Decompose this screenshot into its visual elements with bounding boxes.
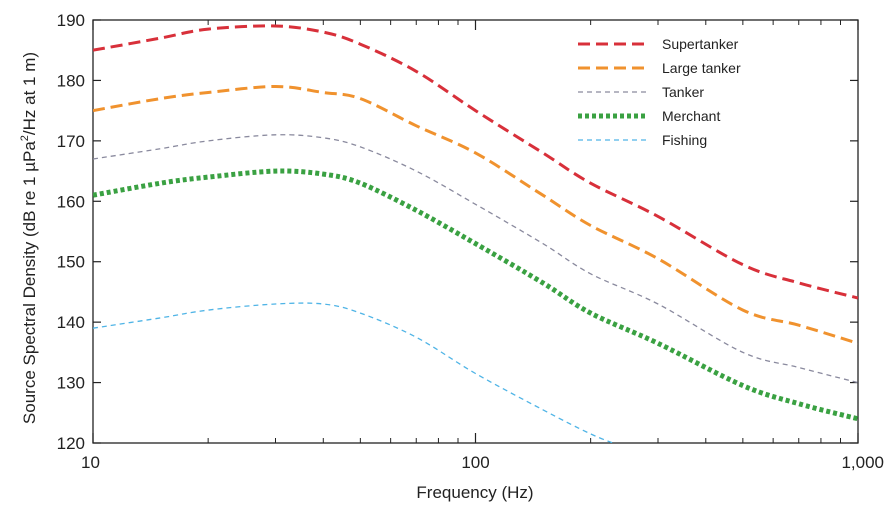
y-axis-label-main: Source Spectral Density (dB re 1 µPa	[20, 141, 39, 424]
y-tick-label: 120	[57, 434, 85, 453]
legend-label-supertanker: Supertanker	[662, 36, 739, 52]
x-axis-label: Frequency (Hz)	[416, 483, 533, 502]
y-axis-label-superscript: 2	[19, 135, 31, 141]
series	[93, 24, 858, 443]
legend: Supertanker Large tanker Tanker Merchant Fis…	[578, 36, 741, 148]
x-tick-label: 1,000	[841, 453, 884, 472]
legend-label-tanker: Tanker	[662, 84, 704, 100]
series-line-supertanker	[93, 24, 858, 300]
y-tick-label: 160	[57, 192, 85, 211]
legend-label-merchant: Merchant	[662, 108, 720, 124]
y-tick-label: 170	[57, 132, 85, 151]
y-tick-label: 140	[57, 313, 85, 332]
y-tick-label: 130	[57, 374, 85, 393]
axes	[92, 19, 859, 444]
plot-frame	[92, 19, 859, 444]
series-line-merchant	[93, 168, 858, 422]
x-tick-label: 10	[81, 453, 100, 472]
x-tick-label: 100	[461, 453, 489, 472]
y-axis-label: Source Spectral Density (dB re 1 µPa2/Hz…	[19, 52, 39, 424]
legend-label-fishing: Fishing	[662, 132, 707, 148]
y-tick-label: 190	[57, 11, 85, 30]
y-tick-label: 150	[57, 253, 85, 272]
ticks: 120 130 140 150 160 170 180 190 10 100 1,000	[57, 11, 884, 472]
y-tick-label: 180	[57, 71, 85, 90]
legend-label-large-tanker: Large tanker	[662, 60, 741, 76]
y-axis-label-unit: /Hz at 1 m)	[20, 52, 39, 135]
series-line-tanker	[93, 134, 858, 384]
series-line-large-tanker	[93, 84, 858, 345]
series-line-fishing	[93, 302, 615, 443]
